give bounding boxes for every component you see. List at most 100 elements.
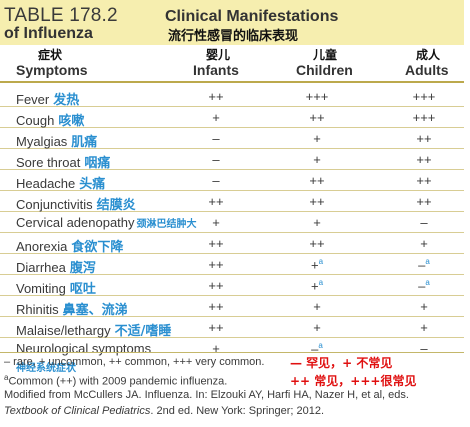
header-symptoms: Symptoms — [16, 62, 88, 78]
adults-value: +++ — [412, 89, 436, 104]
infants-value: ++ — [208, 320, 224, 335]
symptom-cn: 腹泻 — [69, 261, 96, 276]
symptom-cn: 咳嗽 — [58, 114, 85, 129]
children-value: –a — [311, 341, 323, 357]
children-value: + — [313, 215, 321, 230]
symptom-en: Myalgias — [16, 134, 68, 149]
symptom-cell: Diarrhea 腹泻 — [16, 257, 96, 276]
symptom-en: Sore throat — [16, 155, 81, 170]
header-symptoms-cn: 症状 — [38, 48, 63, 62]
table-row: Malaise/lethargy 不适/嗜睡 ++ + + — [0, 317, 464, 339]
adults-value: + — [420, 236, 428, 251]
symptom-en: Headache — [16, 176, 76, 191]
symptom-cell: Anorexia 食欲下降 — [16, 236, 123, 255]
children-value: +++ — [305, 89, 329, 104]
cn-legend-line2: ++ 常见，+++很常见 — [290, 374, 417, 388]
children-value: +a — [310, 278, 324, 294]
header-infants-cn: 婴儿 — [206, 48, 231, 62]
adults-value: + — [420, 320, 428, 335]
footnote-a: aCommon (++) with 2009 pandemic influenz… — [4, 373, 228, 388]
infants-value: – — [212, 152, 220, 167]
children-value: ++ — [309, 236, 325, 251]
header-rule — [0, 81, 464, 83]
footnote-legend: – rare, + uncommon, ++ common, +++ very … — [4, 356, 265, 368]
table-row: Myalgias 肌痛 – + ++ — [0, 128, 464, 150]
table-row: Rhinitis 鼻塞、流涕 ++ + + — [0, 296, 464, 318]
symptom-cell: Sore throat 咽痛 — [16, 152, 110, 171]
infants-value: + — [212, 215, 220, 230]
footnote-book: Textbook of Clinical Pediatrics. 2nd ed.… — [4, 405, 325, 417]
infants-value: – — [212, 131, 220, 146]
symptom-cn: 呕吐 — [69, 282, 96, 297]
table-row: Diarrhea 腹泻 ++ +a –a — [0, 254, 464, 276]
children-value: + — [313, 320, 321, 335]
adults-value: –a — [418, 278, 430, 294]
children-value: ++ — [309, 194, 325, 209]
infants-value: – — [212, 173, 220, 188]
table-row: Fever 发热 ++ +++ +++ — [0, 86, 464, 108]
table-body: Fever 发热 ++ +++ +++ Cough 咳嗽 + ++ +++ Myal… — [0, 86, 464, 376]
adults-value: ++ — [416, 131, 432, 146]
symptom-cell: Rhinitis 鼻塞、流涕 — [16, 299, 128, 318]
footer-rule — [0, 352, 464, 353]
table-title-band: TABLE 178.2 Clinical Manifestations of I… — [0, 0, 464, 45]
symptom-cn: 食欲下降 — [71, 240, 124, 255]
adults-value: + — [420, 299, 428, 314]
table-row: Anorexia 食欲下降 ++ ++ + — [0, 233, 464, 255]
symptom-en: Cough — [16, 113, 55, 128]
symptom-cn: 鼻塞、流涕 — [62, 303, 128, 318]
table-title-chinese: 流行性感冒的临床表现 — [168, 29, 299, 44]
symptom-cn: 结膜炎 — [96, 198, 136, 213]
table-row: Sore throat 咽痛 – + ++ — [0, 149, 464, 171]
header-adults: Adults — [405, 62, 449, 78]
symptom-cn: 颈淋巴结肿大 — [136, 219, 197, 230]
symptom-en: Anorexia — [16, 239, 68, 254]
adults-value: – — [420, 341, 428, 356]
symptom-en: Fever — [16, 92, 50, 107]
symptom-cn: 不适/嗜睡 — [114, 324, 172, 339]
symptom-cn: 神经系统症状 — [16, 363, 76, 374]
table-title-line2: of Influenza — [4, 25, 93, 42]
infants-value: ++ — [208, 89, 224, 104]
symptom-cn: 发热 — [53, 93, 80, 108]
header-adults-cn: 成人 — [416, 48, 441, 62]
footnote-marker: a — [425, 278, 430, 287]
footnote-marker: a — [425, 257, 430, 266]
adults-value: +++ — [412, 110, 436, 125]
children-value: +a — [310, 257, 324, 273]
symptom-cn: 头痛 — [79, 177, 106, 192]
children-value: + — [313, 152, 321, 167]
symptom-en: Cervical adenopathy — [16, 215, 135, 230]
symptom-en: Vomiting — [16, 281, 66, 296]
infants-value: + — [212, 341, 220, 356]
symptom-cell: Headache 头痛 — [16, 173, 105, 192]
table-title-line1: Clinical Manifestations — [165, 8, 339, 25]
table-number: TABLE 178.2 — [4, 5, 118, 26]
symptom-cell: Vomiting 呕吐 — [16, 278, 96, 297]
children-value: ++ — [309, 173, 325, 188]
infants-value: ++ — [208, 257, 224, 272]
children-value: + — [313, 131, 321, 146]
infants-value: ++ — [208, 194, 224, 209]
symptom-cell: Cough 咳嗽 — [16, 110, 84, 129]
footnote-marker: a — [318, 278, 324, 287]
symptom-cell: Malaise/lethargy 不适/嗜睡 — [16, 320, 171, 339]
table-row: Cervical adenopathy 颈淋巴结肿大 + + – — [0, 212, 464, 233]
table-row: Conjunctivitis 结膜炎 ++ ++ ++ — [0, 191, 464, 213]
header-children: Children — [296, 62, 353, 78]
infants-value: ++ — [208, 299, 224, 314]
footnote-marker: a — [318, 341, 323, 350]
symptom-en: Conjunctivitis — [16, 197, 93, 212]
infants-value: ++ — [208, 236, 224, 251]
symptom-cn: 肌痛 — [71, 135, 98, 150]
infants-value: ++ — [208, 278, 224, 293]
symptom-en: Diarrhea — [16, 260, 66, 275]
header-infants: Infants — [193, 62, 239, 78]
symptom-en: Malaise/lethargy — [16, 323, 111, 338]
header-children-cn: 儿童 — [313, 48, 338, 62]
children-value: + — [313, 299, 321, 314]
cn-legend-line1: — 罕见，+ 不常见 — [290, 356, 393, 370]
symptom-en: Rhinitis — [16, 302, 59, 317]
adults-value: – — [420, 215, 428, 230]
symptom-cell: Fever 发热 — [16, 89, 79, 108]
